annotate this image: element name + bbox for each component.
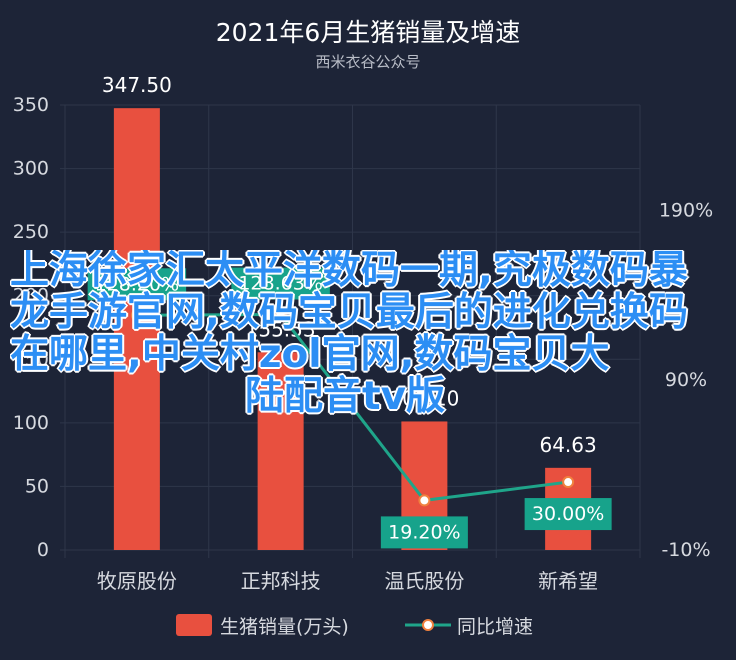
y-axis-left-tick-label: 0 <box>37 539 49 561</box>
y-axis-right-tick-label: -10% <box>661 539 710 561</box>
bar-value-label: 101.10 <box>389 386 459 410</box>
bar-sales <box>113 108 160 550</box>
chart-title: 2021年6月生猪销量及增速 <box>215 18 521 47</box>
growth-point <box>418 494 431 507</box>
legend-line-swatch <box>405 619 451 631</box>
y-axis-right-tick-label: 90% <box>665 369 707 391</box>
x-axis-category-label: 正邦科技 <box>241 569 321 593</box>
chart-subtitle: 西米衣谷公众号 <box>315 53 421 71</box>
legend-item-sales[interactable]: 生猪销量(万头) <box>176 612 349 638</box>
y-axis-left-tick-label: 300 <box>13 158 49 180</box>
bar-value-label: 155.53 <box>246 317 316 341</box>
growth-label-box <box>380 516 468 549</box>
legend-bar-swatch <box>176 614 212 636</box>
x-axis-category-label: 牧原股份 <box>97 569 177 593</box>
y-axis-left-tick-label: 150 <box>13 348 49 370</box>
y-axis-left-tick-label: 50 <box>25 475 49 497</box>
growth-label-box <box>524 498 612 531</box>
legend-item-growth[interactable]: 同比增速 <box>405 612 533 638</box>
growth-value-label: 128.63% <box>238 273 323 295</box>
y-axis-left-tick-label: 250 <box>13 221 49 243</box>
bar-value-label: 64.63 <box>539 433 596 457</box>
x-axis-category-label: 温氏股份 <box>384 569 464 593</box>
growth-point <box>562 476 575 489</box>
growth-label-box <box>87 268 187 301</box>
y-axis-left-tick-label: 350 <box>13 94 49 116</box>
growth-label-box <box>231 267 330 300</box>
growth-line <box>136 313 569 503</box>
growth-value-label: 30.00% <box>532 503 604 525</box>
growth-value-label: 128.20% <box>95 273 180 295</box>
y-axis-left-tick-label: 100 <box>13 412 49 434</box>
bar-value-label: 347.50 <box>102 73 172 97</box>
growth-point <box>130 309 143 322</box>
legend-label-sales: 生猪销量(万头) <box>220 615 349 638</box>
y-axis-left-tick-label: 200 <box>13 285 49 307</box>
growth-value-label: 19.20% <box>388 521 460 543</box>
bar-sales <box>257 352 304 550</box>
x-axis-category-label: 新希望 <box>538 569 598 593</box>
growth-point <box>274 308 287 321</box>
y-axis-right-tick-label: 190% <box>659 199 713 221</box>
legend-label-growth: 同比增速 <box>457 615 534 638</box>
